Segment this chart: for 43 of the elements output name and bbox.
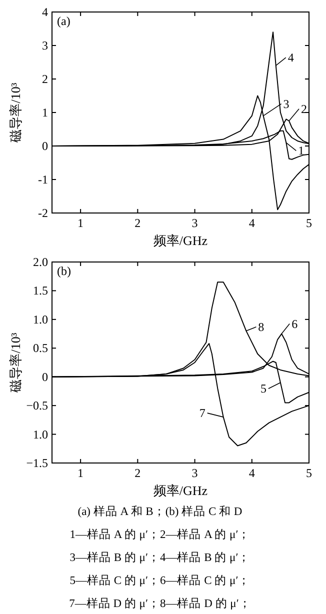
legend-label: 1 (298, 144, 304, 158)
legend-label: 5 (260, 382, 266, 396)
y-tick-label: −0.5 (26, 398, 48, 413)
y-tick-label: -1 (38, 172, 48, 186)
x-tick-label: 4 (248, 466, 255, 480)
text: 7—样品 D 的 μ′；8—样品 D 的 μ′； (69, 597, 251, 610)
y-tick-label: 4 (42, 5, 48, 19)
x-tick-label: 3 (192, 466, 198, 480)
y-tick-label: 0.5 (33, 341, 48, 356)
y-tick-label: −1.5 (26, 456, 48, 470)
x-tick-label: 2 (134, 216, 141, 230)
x-axis-title: 频率/GHz (153, 233, 208, 248)
legend-label: 8 (258, 320, 264, 334)
y-tick-label: 1 (42, 106, 48, 120)
y-tick-label: 2.0 (33, 255, 48, 269)
legend-label: 7 (199, 406, 206, 420)
text: (a) 样品 A 和 B；(b) 样品 C 和 D (78, 505, 242, 518)
y-tick-label: 0 (42, 370, 48, 384)
x-tick-label: 2 (134, 466, 141, 480)
y-tick-label: -2 (38, 206, 48, 220)
x-tick-label: 4 (248, 216, 255, 230)
x-tick-label: 3 (192, 216, 198, 230)
legend-label: 3 (283, 96, 290, 111)
x-axis-title: 频率/GHz (153, 483, 208, 498)
x-tick-label: 1 (78, 216, 84, 230)
y-tick-label: 2 (42, 72, 48, 86)
annotation: (a) (57, 14, 70, 28)
y-tick-label: 3 (42, 38, 48, 52)
y-tick-label: 1.5 (33, 284, 48, 298)
annotation: (b) (57, 264, 71, 278)
text: 3—样品 B 的 μ′；4—样品 B 的 μ′； (70, 551, 250, 564)
x-tick-label: 5 (306, 216, 312, 230)
x-tick-label: 1 (78, 466, 84, 480)
legend-label: 6 (292, 316, 298, 331)
legend-label: 4 (288, 50, 294, 65)
x-tick-label: 5 (306, 466, 312, 480)
y-tick-label: 1.0 (33, 312, 48, 326)
text: 1—样品 A 的 μ′；2—样品 A 的 μ′； (70, 528, 250, 541)
y-tick-label: 0 (42, 139, 48, 153)
y-axis-title: 磁导率/10³ (8, 332, 23, 394)
y-tick-label: 1.0 (33, 427, 48, 442)
text: 5—样品 C 的 μ′；6—样品 C 的 μ′； (70, 574, 250, 587)
y-axis-title: 磁导率/10³ (8, 82, 23, 144)
